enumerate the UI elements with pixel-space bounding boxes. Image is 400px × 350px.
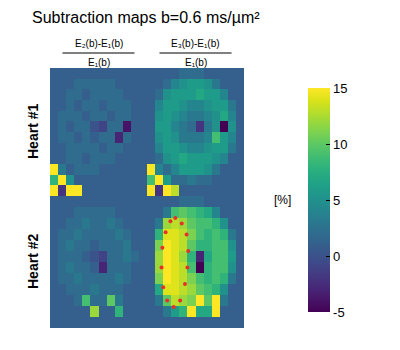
svg-text:-5: -5	[333, 305, 345, 320]
svg-text:E₂(b)-E₁(b): E₂(b)-E₁(b)	[75, 38, 123, 49]
svg-text:[%]: [%]	[274, 193, 291, 207]
svg-text:E₃(b)-E₁(b): E₃(b)-E₁(b)	[171, 38, 220, 49]
svg-text:0: 0	[333, 249, 340, 264]
svg-text:E₁(b): E₁(b)	[185, 57, 207, 68]
svg-text:15: 15	[333, 81, 347, 96]
svg-text:10: 10	[333, 137, 347, 152]
svg-text:Heart #2: Heart #2	[25, 234, 41, 289]
svg-text:E₁(b): E₁(b)	[88, 57, 110, 68]
svg-text:Heart #1: Heart #1	[25, 104, 41, 159]
svg-text:Subtraction maps b=0.6 ms/µm²: Subtraction maps b=0.6 ms/µm²	[32, 9, 260, 26]
svg-text:5: 5	[333, 193, 340, 208]
